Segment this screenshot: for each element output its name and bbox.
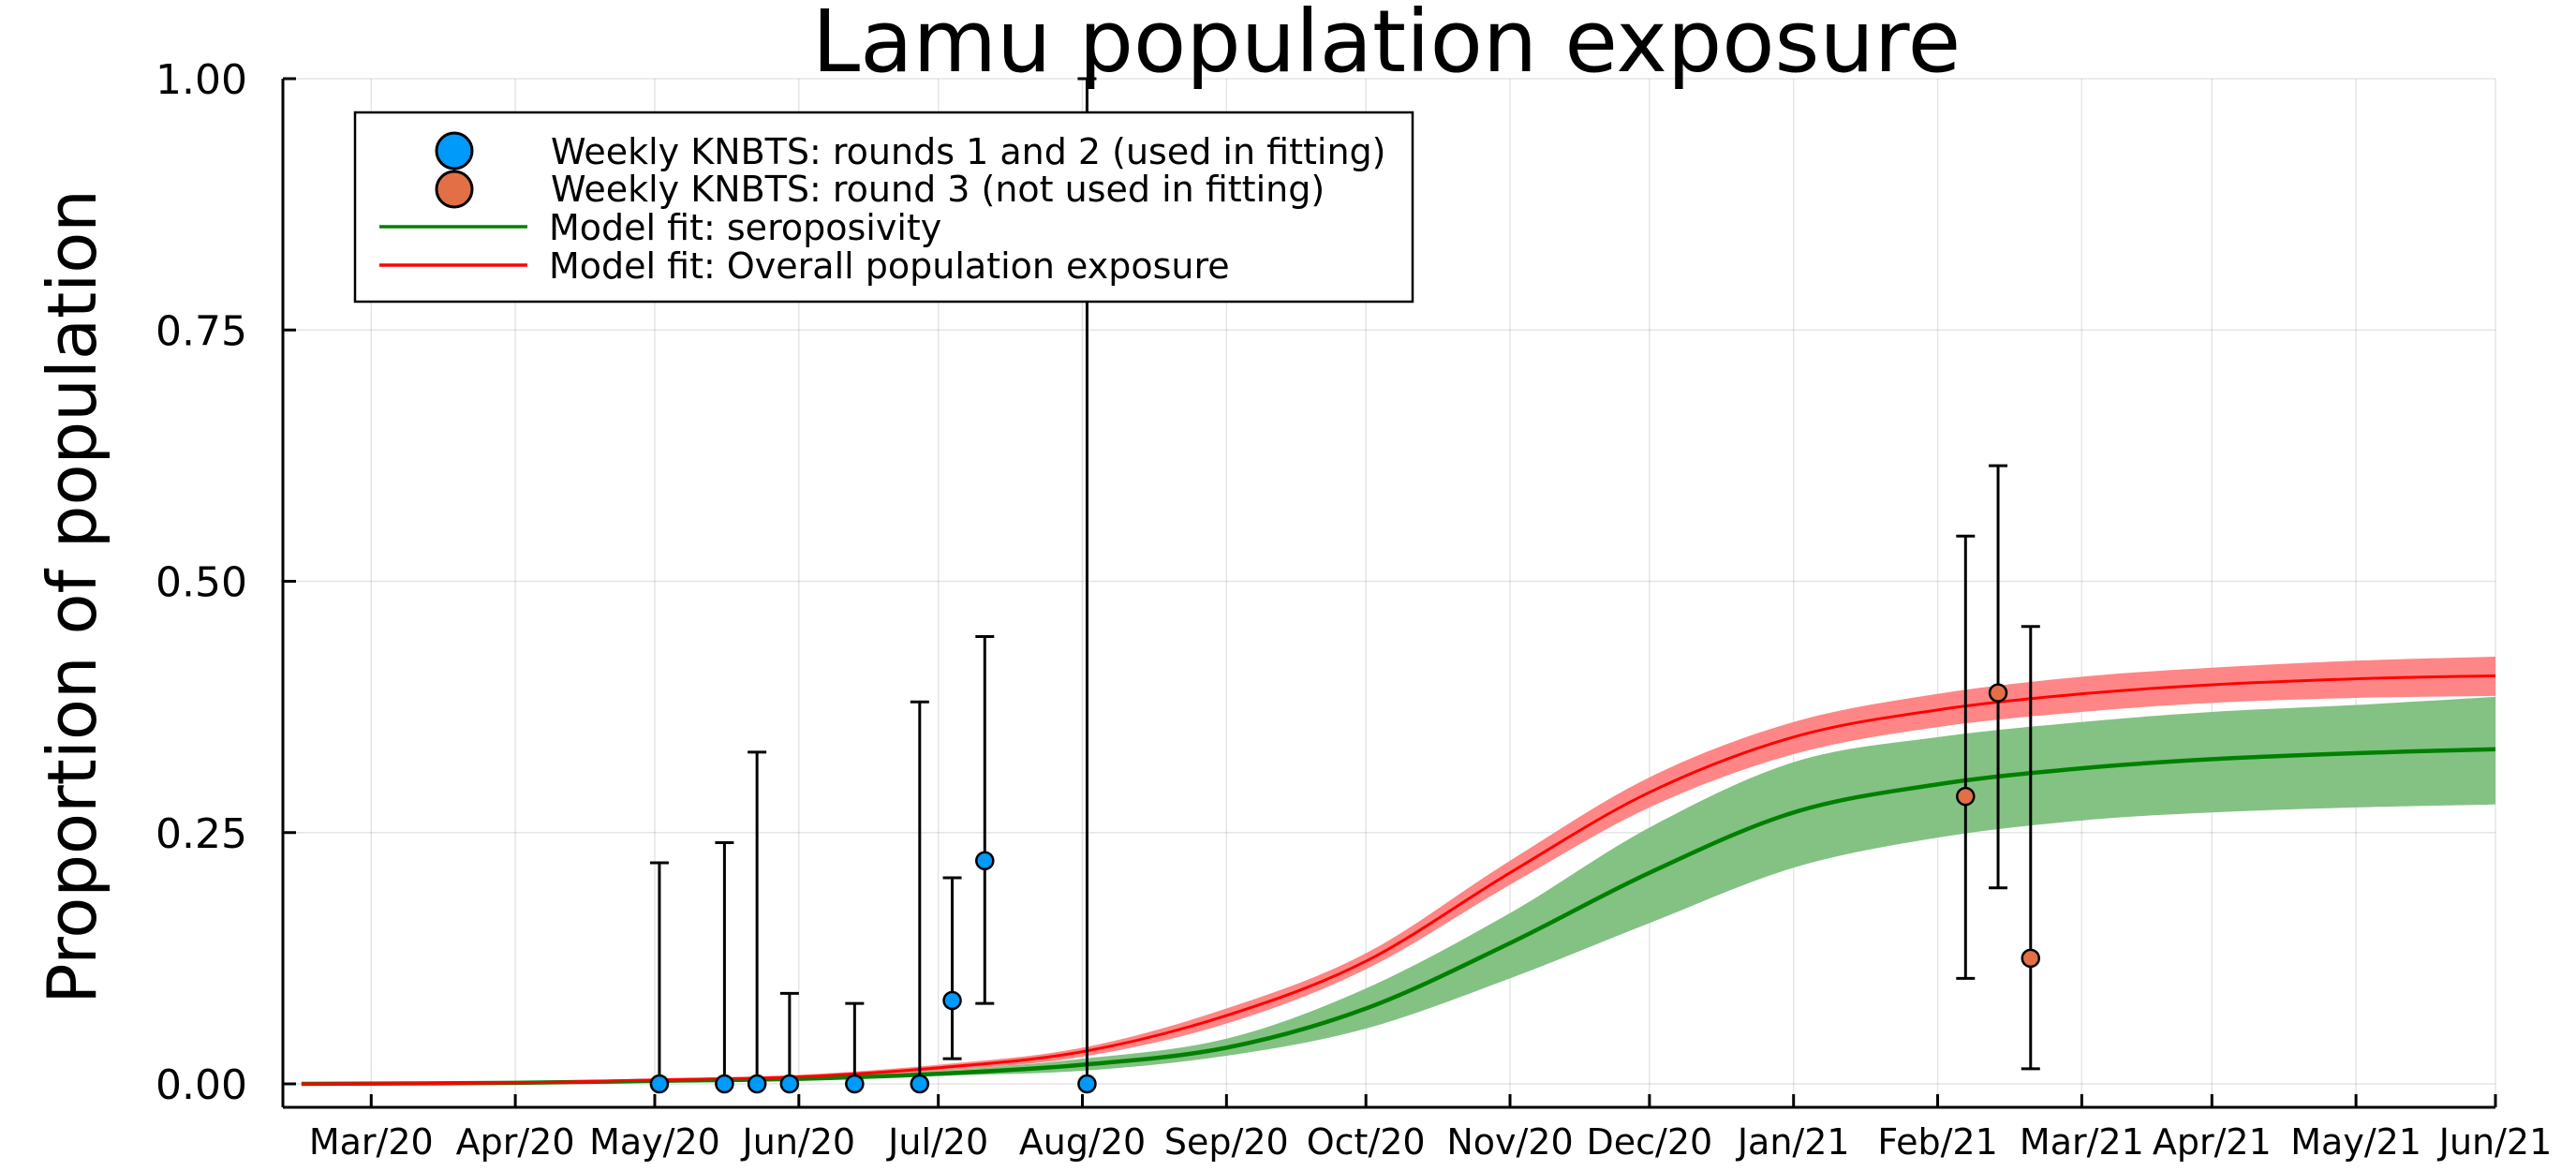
x-tick-label: Apr/21 [2153, 1121, 2272, 1163]
x-tick-label: Nov/20 [1446, 1121, 1573, 1163]
data-point-round-3 [1988, 683, 2008, 703]
chart-title: Lamu population exposure [812, 0, 1961, 92]
data-point-rounds-1-2 [942, 990, 962, 1011]
legend-label-seropositivity: Model fit: seroposivity [549, 207, 941, 248]
legend-marker-round-3 [435, 170, 474, 209]
y-tick-label: 1.00 [155, 56, 247, 104]
data-point-rounds-1-2 [779, 1074, 800, 1094]
legend-label-exposure: Model fit: Overall population exposure [549, 245, 1230, 287]
errorbar-layer [649, 77, 2040, 1086]
axis-layer: 0.00 0.25 0.50 0.75 1.00 Mar/20 Apr/20 May/20 Ju… [155, 56, 2552, 1163]
data-point-rounds-1-2 [747, 1074, 767, 1094]
data-point-rounds-1-2 [649, 1074, 670, 1094]
seropositivity-confidence-band [301, 696, 2496, 1084]
x-tick-label: Mar/21 [2020, 1121, 2144, 1163]
exposure-confidence-band [301, 656, 2496, 1084]
legend-label-rounds-1-2: Weekly KNBTS: rounds 1 and 2 (used in fi… [551, 131, 1385, 172]
y-tick-label: 0.50 [155, 559, 247, 607]
x-tick-label: Aug/20 [1019, 1121, 1146, 1163]
x-tick-label: May/20 [589, 1121, 720, 1163]
x-tick-label: May/21 [2290, 1121, 2421, 1163]
data-point-round-3 [2021, 948, 2041, 969]
data-point-rounds-1-2 [715, 1074, 734, 1094]
x-tick-label: Jan/21 [1736, 1121, 1850, 1163]
x-tick-label: Jun/20 [741, 1121, 856, 1163]
x-tick-label: Apr/20 [456, 1121, 575, 1163]
data-point-rounds-1-2 [910, 1074, 930, 1094]
data-point-rounds-1-2 [845, 1074, 865, 1094]
legend-box [353, 111, 1414, 304]
data-point-rounds-1-2 [1077, 1074, 1097, 1094]
y-tick-label: 0.00 [155, 1061, 247, 1109]
band-layer [301, 656, 2496, 1084]
marker-layer [649, 683, 2041, 1094]
line-layer [301, 674, 2496, 1087]
x-tick-label: Feb/21 [1877, 1121, 1997, 1163]
exposure-line [301, 674, 2496, 1086]
y-tick-label: 0.75 [155, 307, 247, 355]
legend-marker-rounds-1-2 [435, 131, 474, 170]
legend: Weekly KNBTS: rounds 1 and 2 (used in fi… [353, 111, 1414, 304]
x-tick-label: Sep/20 [1164, 1121, 1289, 1163]
x-tick-label: Mar/20 [309, 1121, 434, 1163]
x-tick-label: Jun/21 [2437, 1121, 2553, 1163]
data-point-rounds-1-2 [975, 851, 995, 871]
y-tick-label: 0.25 [155, 810, 247, 858]
y-axis-label: Proportion of population [33, 189, 111, 1004]
data-point-round-3 [1956, 786, 1976, 807]
x-tick-label: Dec/20 [1587, 1121, 1713, 1163]
legend-label-round-3: Weekly KNBTS: round 3 (not used in fitti… [551, 169, 1325, 210]
x-tick-label: Oct/20 [1307, 1121, 1426, 1163]
x-tick-label: Jul/20 [886, 1121, 988, 1163]
